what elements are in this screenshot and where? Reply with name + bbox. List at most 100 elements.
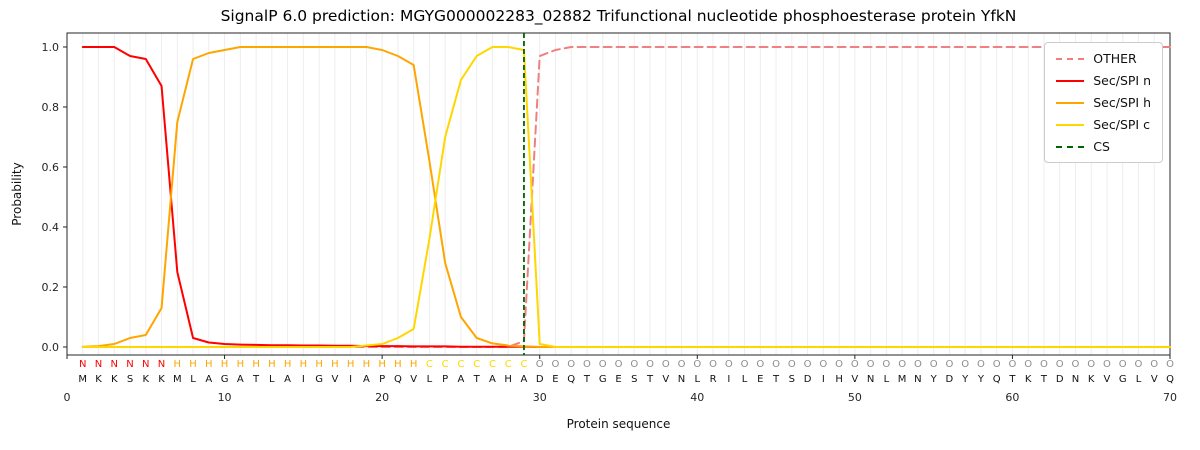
residue-letter: M: [173, 374, 182, 385]
residue-letter: I: [349, 374, 352, 385]
legend-label-sec-spi-h: Sec/SPI h: [1093, 95, 1151, 110]
region-label-letter: O: [567, 359, 575, 370]
region-label-letter: H: [410, 359, 418, 370]
residue-letter: E: [552, 374, 558, 385]
residue-letter: L: [269, 374, 275, 385]
residue-letter: P: [442, 374, 448, 385]
residue-letter: S: [789, 374, 795, 385]
region-label-letter: O: [725, 359, 733, 370]
region-label-letter: O: [772, 359, 780, 370]
region-label-letter: O: [961, 359, 969, 370]
y-tick-label: 1.0: [42, 41, 60, 54]
residue-letter: L: [694, 374, 700, 385]
residue-letter: G: [315, 374, 323, 385]
residue-letter: R: [710, 374, 717, 385]
probability-curves: [81, 46, 1171, 348]
residue-letter: T: [473, 374, 481, 385]
residue-letter: N: [1072, 374, 1079, 385]
residue-letter: V: [1104, 374, 1111, 385]
residue-letter: A: [363, 374, 370, 385]
residue-letter: L: [190, 374, 196, 385]
region-label-letter: O: [1119, 359, 1127, 370]
residue-letter: Q: [993, 374, 1001, 385]
residue-letter: N: [678, 374, 685, 385]
x-tick-label: 70: [1163, 391, 1177, 404]
region-label-letter: H: [268, 359, 276, 370]
residue-letter: N: [867, 374, 874, 385]
series-line-sec-spi-c: [81, 46, 1171, 348]
residue-letter: D: [536, 374, 544, 385]
residue-letter: K: [111, 374, 118, 385]
y-tick-label: 0.8: [42, 101, 60, 114]
residue-letter: M: [78, 374, 87, 385]
residue-letter: D: [804, 374, 812, 385]
region-label-letter: O: [583, 359, 591, 370]
region-label-letter: H: [252, 359, 260, 370]
y-tick-label: 0.6: [42, 161, 60, 174]
residue-letter: G: [1119, 374, 1127, 385]
region-label-letter: O: [835, 359, 843, 370]
residue-letter: K: [1025, 374, 1032, 385]
residue-letter: T: [252, 374, 260, 385]
region-label-letter: O: [1087, 359, 1095, 370]
residue-letter: A: [458, 374, 465, 385]
residue-letter: K: [1088, 374, 1095, 385]
residue-letter: L: [427, 374, 433, 385]
region-label-letter: C: [473, 359, 480, 370]
region-label-letter: C: [505, 359, 512, 370]
legend: OTHER Sec/SPI n Sec/SPI h Sec/SPI c CS: [1044, 42, 1163, 163]
region-label-letter: H: [189, 359, 197, 370]
region-label-letter: O: [930, 359, 938, 370]
region-label-letter: H: [394, 359, 402, 370]
residue-letter: Q: [567, 374, 575, 385]
residue-letter: A: [284, 374, 291, 385]
series-line-sec-spi-n: [81, 46, 1171, 348]
residue-letter: V: [331, 374, 338, 385]
region-label-letter: O: [1072, 359, 1080, 370]
region-label-letter: H: [300, 359, 308, 370]
region-label-letter: H: [284, 359, 292, 370]
residue-letter: T: [772, 374, 780, 385]
series-line-other: [81, 46, 1171, 348]
residue-letter: D: [1056, 374, 1064, 385]
sequence-letters: NMNKNKNSNKNKHMHLHAHGHAHTHLHAHIHGHVHIHAHP…: [78, 359, 1174, 385]
x-tick-label: 10: [218, 391, 232, 404]
residue-letter: V: [662, 374, 669, 385]
residue-letter: I: [727, 374, 730, 385]
region-label-letter: O: [1135, 359, 1143, 370]
region-label-letter: O: [1150, 359, 1158, 370]
residue-letter: T: [583, 374, 591, 385]
legend-item-other: OTHER: [1056, 50, 1151, 67]
legend-line-sample-sec-spi-n: [1056, 79, 1085, 82]
residue-letter: Y: [961, 374, 969, 385]
legend-line-sample-cs: [1056, 145, 1085, 148]
legend-line-sample-sec-spi-c: [1056, 123, 1085, 126]
residue-letter: S: [127, 374, 133, 385]
region-label-letter: O: [630, 359, 638, 370]
region-label-letter: N: [111, 359, 118, 370]
residue-letter: T: [1008, 374, 1016, 385]
region-label-letter: N: [79, 359, 86, 370]
region-label-letter: O: [945, 359, 953, 370]
region-label-letter: C: [489, 359, 496, 370]
residue-letter: S: [631, 374, 637, 385]
region-label-letter: C: [520, 359, 527, 370]
legend-item-sec-spi-c: Sec/SPI c: [1056, 116, 1151, 133]
residue-letter: K: [143, 374, 150, 385]
gridlines: [82, 33, 1171, 355]
residue-letter: Q: [394, 374, 402, 385]
residue-letter: Q: [1166, 374, 1174, 385]
plot-title: SignalP 6.0 prediction: MGYG000002283_02…: [220, 7, 1017, 25]
residue-letter: T: [1040, 374, 1048, 385]
region-label-letter: O: [1008, 359, 1016, 370]
residue-letter: T: [646, 374, 654, 385]
x-tick-label: 0: [64, 391, 71, 404]
legend-item-sec-spi-n: Sec/SPI n: [1056, 72, 1151, 89]
region-label-letter: O: [1040, 359, 1048, 370]
region-label-letter: O: [1103, 359, 1111, 370]
residue-letter: L: [1136, 374, 1142, 385]
region-label-letter: H: [221, 359, 229, 370]
residue-letter: Y: [977, 374, 985, 385]
